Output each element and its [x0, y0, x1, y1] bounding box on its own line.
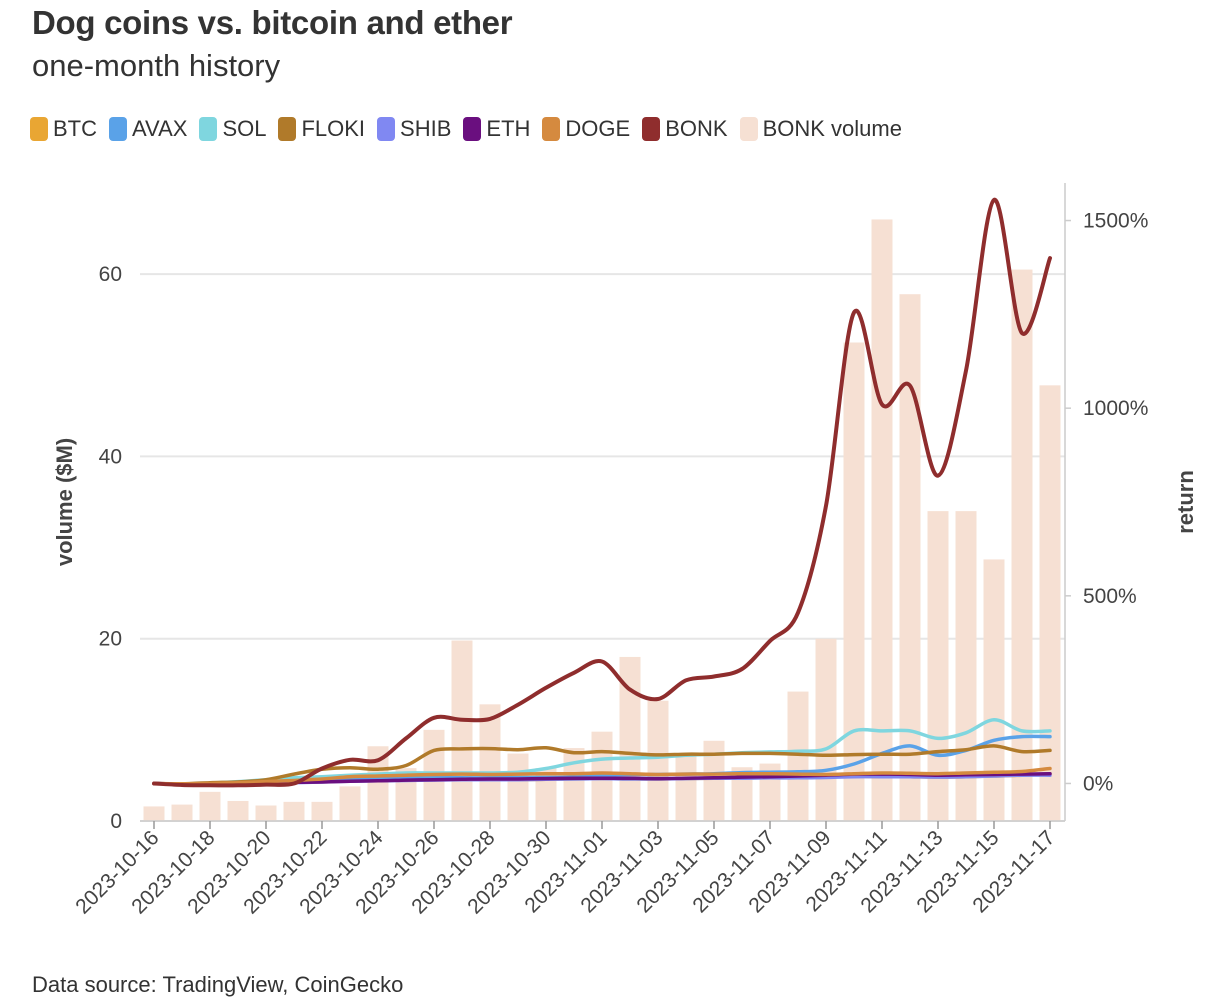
- legend-item-btc[interactable]: BTC: [30, 116, 97, 142]
- series-line-bonk: [152, 197, 1052, 788]
- bar-bonk-volume: [143, 806, 165, 821]
- legend-swatch: [642, 117, 661, 141]
- legend: BTC AVAX SOL FLOKI SHIB ETH DOGE BONK BO…: [30, 116, 914, 142]
- series-line-sol: [152, 717, 1052, 786]
- legend-label: FLOKI: [301, 116, 366, 141]
- bar-bonk-volume: [171, 804, 193, 821]
- y-right-tick-label: 500%: [1083, 585, 1137, 608]
- bar-bonk-volume: [535, 768, 557, 821]
- y-left-axis-title: volume ($M): [52, 438, 77, 566]
- bar-bonk-volume: [731, 767, 753, 821]
- bar-bonk-volume: [507, 753, 529, 821]
- chart-title: Dog coins vs. bitcoin and ether: [32, 4, 513, 41]
- bar-bonk-volume: [871, 219, 893, 821]
- y-right-axis-title: return: [1173, 470, 1198, 534]
- bar-bonk-volume: [955, 511, 977, 821]
- y-left-tick-label: 40: [99, 445, 122, 468]
- legend-swatch: [463, 117, 482, 141]
- legend-swatch: [542, 117, 561, 141]
- legend-label: DOGE: [565, 116, 631, 141]
- legend-swatch: [377, 117, 396, 141]
- bar-bonk-volume: [983, 559, 1005, 821]
- bar-bonk-volume: [1011, 269, 1033, 822]
- chart-subtitle: one-month history: [32, 48, 281, 83]
- legend-swatch: [199, 117, 218, 141]
- bar-bonk-volume: [255, 805, 277, 821]
- bar-bonk-volume: [283, 801, 305, 821]
- bar-bonk-volume: [339, 786, 361, 821]
- legend-swatch: [30, 117, 48, 141]
- legend-label: ETH: [486, 116, 531, 141]
- legend-item-bonk-volume[interactable]: BONK volume: [739, 116, 902, 142]
- bar-bonk-volume: [787, 691, 809, 821]
- legend-swatch: [739, 117, 758, 141]
- legend-item-shib[interactable]: SHIB: [377, 116, 451, 142]
- legend-item-doge[interactable]: DOGE: [542, 116, 630, 142]
- bar-bonk-volume: [899, 294, 921, 821]
- legend-item-bonk[interactable]: BONK: [642, 116, 728, 142]
- legend-item-eth[interactable]: ETH: [463, 116, 530, 142]
- legend-item-sol[interactable]: SOL: [199, 116, 266, 142]
- legend-swatch: [109, 117, 127, 141]
- legend-label: SOL: [222, 116, 267, 141]
- y-left-tick-label: 20: [99, 628, 122, 651]
- bar-bonk-volume: [227, 800, 249, 821]
- bar-bonk-volume: [479, 704, 501, 821]
- bar-bonk-volume: [675, 755, 697, 821]
- y-right-tick-label: 1500%: [1083, 210, 1148, 233]
- bar-bonk-volume: [843, 342, 865, 821]
- bar-bonk-volume: [927, 511, 949, 821]
- bar-bonk-volume: [703, 740, 725, 821]
- legend-label: BONK: [665, 116, 728, 141]
- bar-bonk-volume: [1039, 385, 1061, 821]
- bar-bonk-volume: [367, 746, 389, 821]
- legend-label: BTC: [53, 116, 97, 141]
- bar-bonk-volume: [563, 748, 585, 821]
- legend-label: SHIB: [400, 116, 452, 141]
- series-line-floki: [152, 744, 1052, 786]
- bar-bonk-volume: [311, 801, 333, 821]
- y-right-tick-label: 1000%: [1083, 397, 1148, 420]
- legend-item-avax[interactable]: AVAX: [109, 116, 187, 142]
- bar-bonk-volume: [647, 700, 669, 821]
- bar-bonk-volume: [451, 640, 473, 821]
- legend-swatch: [278, 117, 297, 141]
- y-right-tick-label: 0%: [1083, 772, 1113, 795]
- y-left-tick-label: 60: [99, 263, 122, 286]
- y-left-tick-label: 0: [110, 810, 122, 833]
- bar-bonk-volume: [199, 791, 221, 821]
- legend-label: AVAX: [132, 116, 188, 141]
- legend-item-floki[interactable]: FLOKI: [278, 116, 365, 142]
- bar-bonk-volume: [815, 638, 837, 821]
- legend-label: BONK volume: [762, 116, 902, 141]
- data-source-note: Data source: TradingView, CoinGecko: [32, 972, 404, 997]
